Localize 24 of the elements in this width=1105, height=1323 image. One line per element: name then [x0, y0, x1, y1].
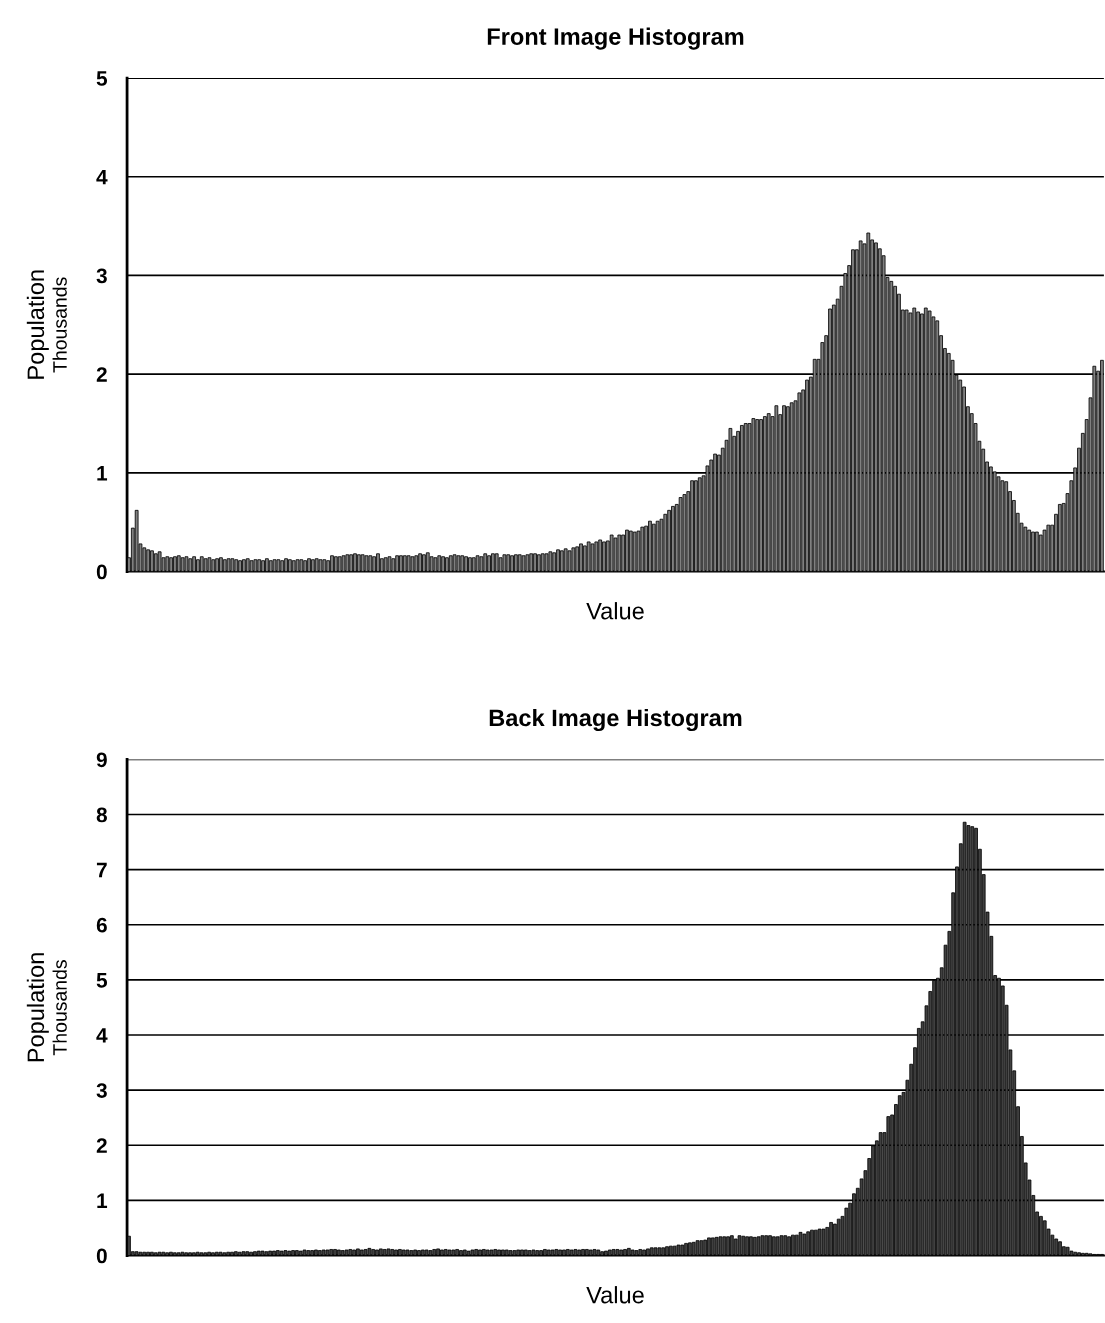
y-axis-title: Population: [26, 270, 49, 379]
y-tick-label: 3: [96, 1083, 107, 1098]
y-tick-label: 3: [96, 268, 107, 284]
y-tick-label: 5: [96, 973, 108, 988]
y-tick-label: 4: [96, 169, 108, 185]
text: Thousands: [52, 277, 67, 373]
y-tick-label: 6: [96, 917, 107, 933]
y-tick-label: 1: [97, 466, 108, 481]
y-tick-label: 4: [96, 1028, 108, 1043]
y-tick-label: 1: [97, 1193, 108, 1208]
text: Thousands: [52, 960, 67, 1056]
y-tick-label: 9: [96, 752, 107, 768]
y-tick-label: 0: [96, 1248, 107, 1264]
y-tick-label: 0: [96, 564, 107, 580]
y-tick-label: 2: [96, 1138, 107, 1153]
y-tick-label: 2: [96, 367, 107, 382]
y-axis-title: Population: [26, 953, 49, 1062]
x-axis-title: Value: [586, 602, 644, 620]
y-tick-label: 7: [96, 862, 107, 878]
x-axis-title: Value: [586, 1286, 644, 1304]
y-tick-label: 8: [96, 807, 107, 823]
chart-title: Front Image Histogram: [487, 27, 744, 50]
chart-title: Back Image Histogram: [489, 708, 742, 732]
y-tick-label: 5: [96, 71, 108, 86]
